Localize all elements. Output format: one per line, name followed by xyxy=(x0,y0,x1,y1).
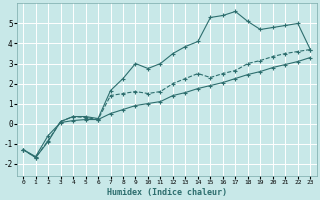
X-axis label: Humidex (Indice chaleur): Humidex (Indice chaleur) xyxy=(107,188,227,197)
